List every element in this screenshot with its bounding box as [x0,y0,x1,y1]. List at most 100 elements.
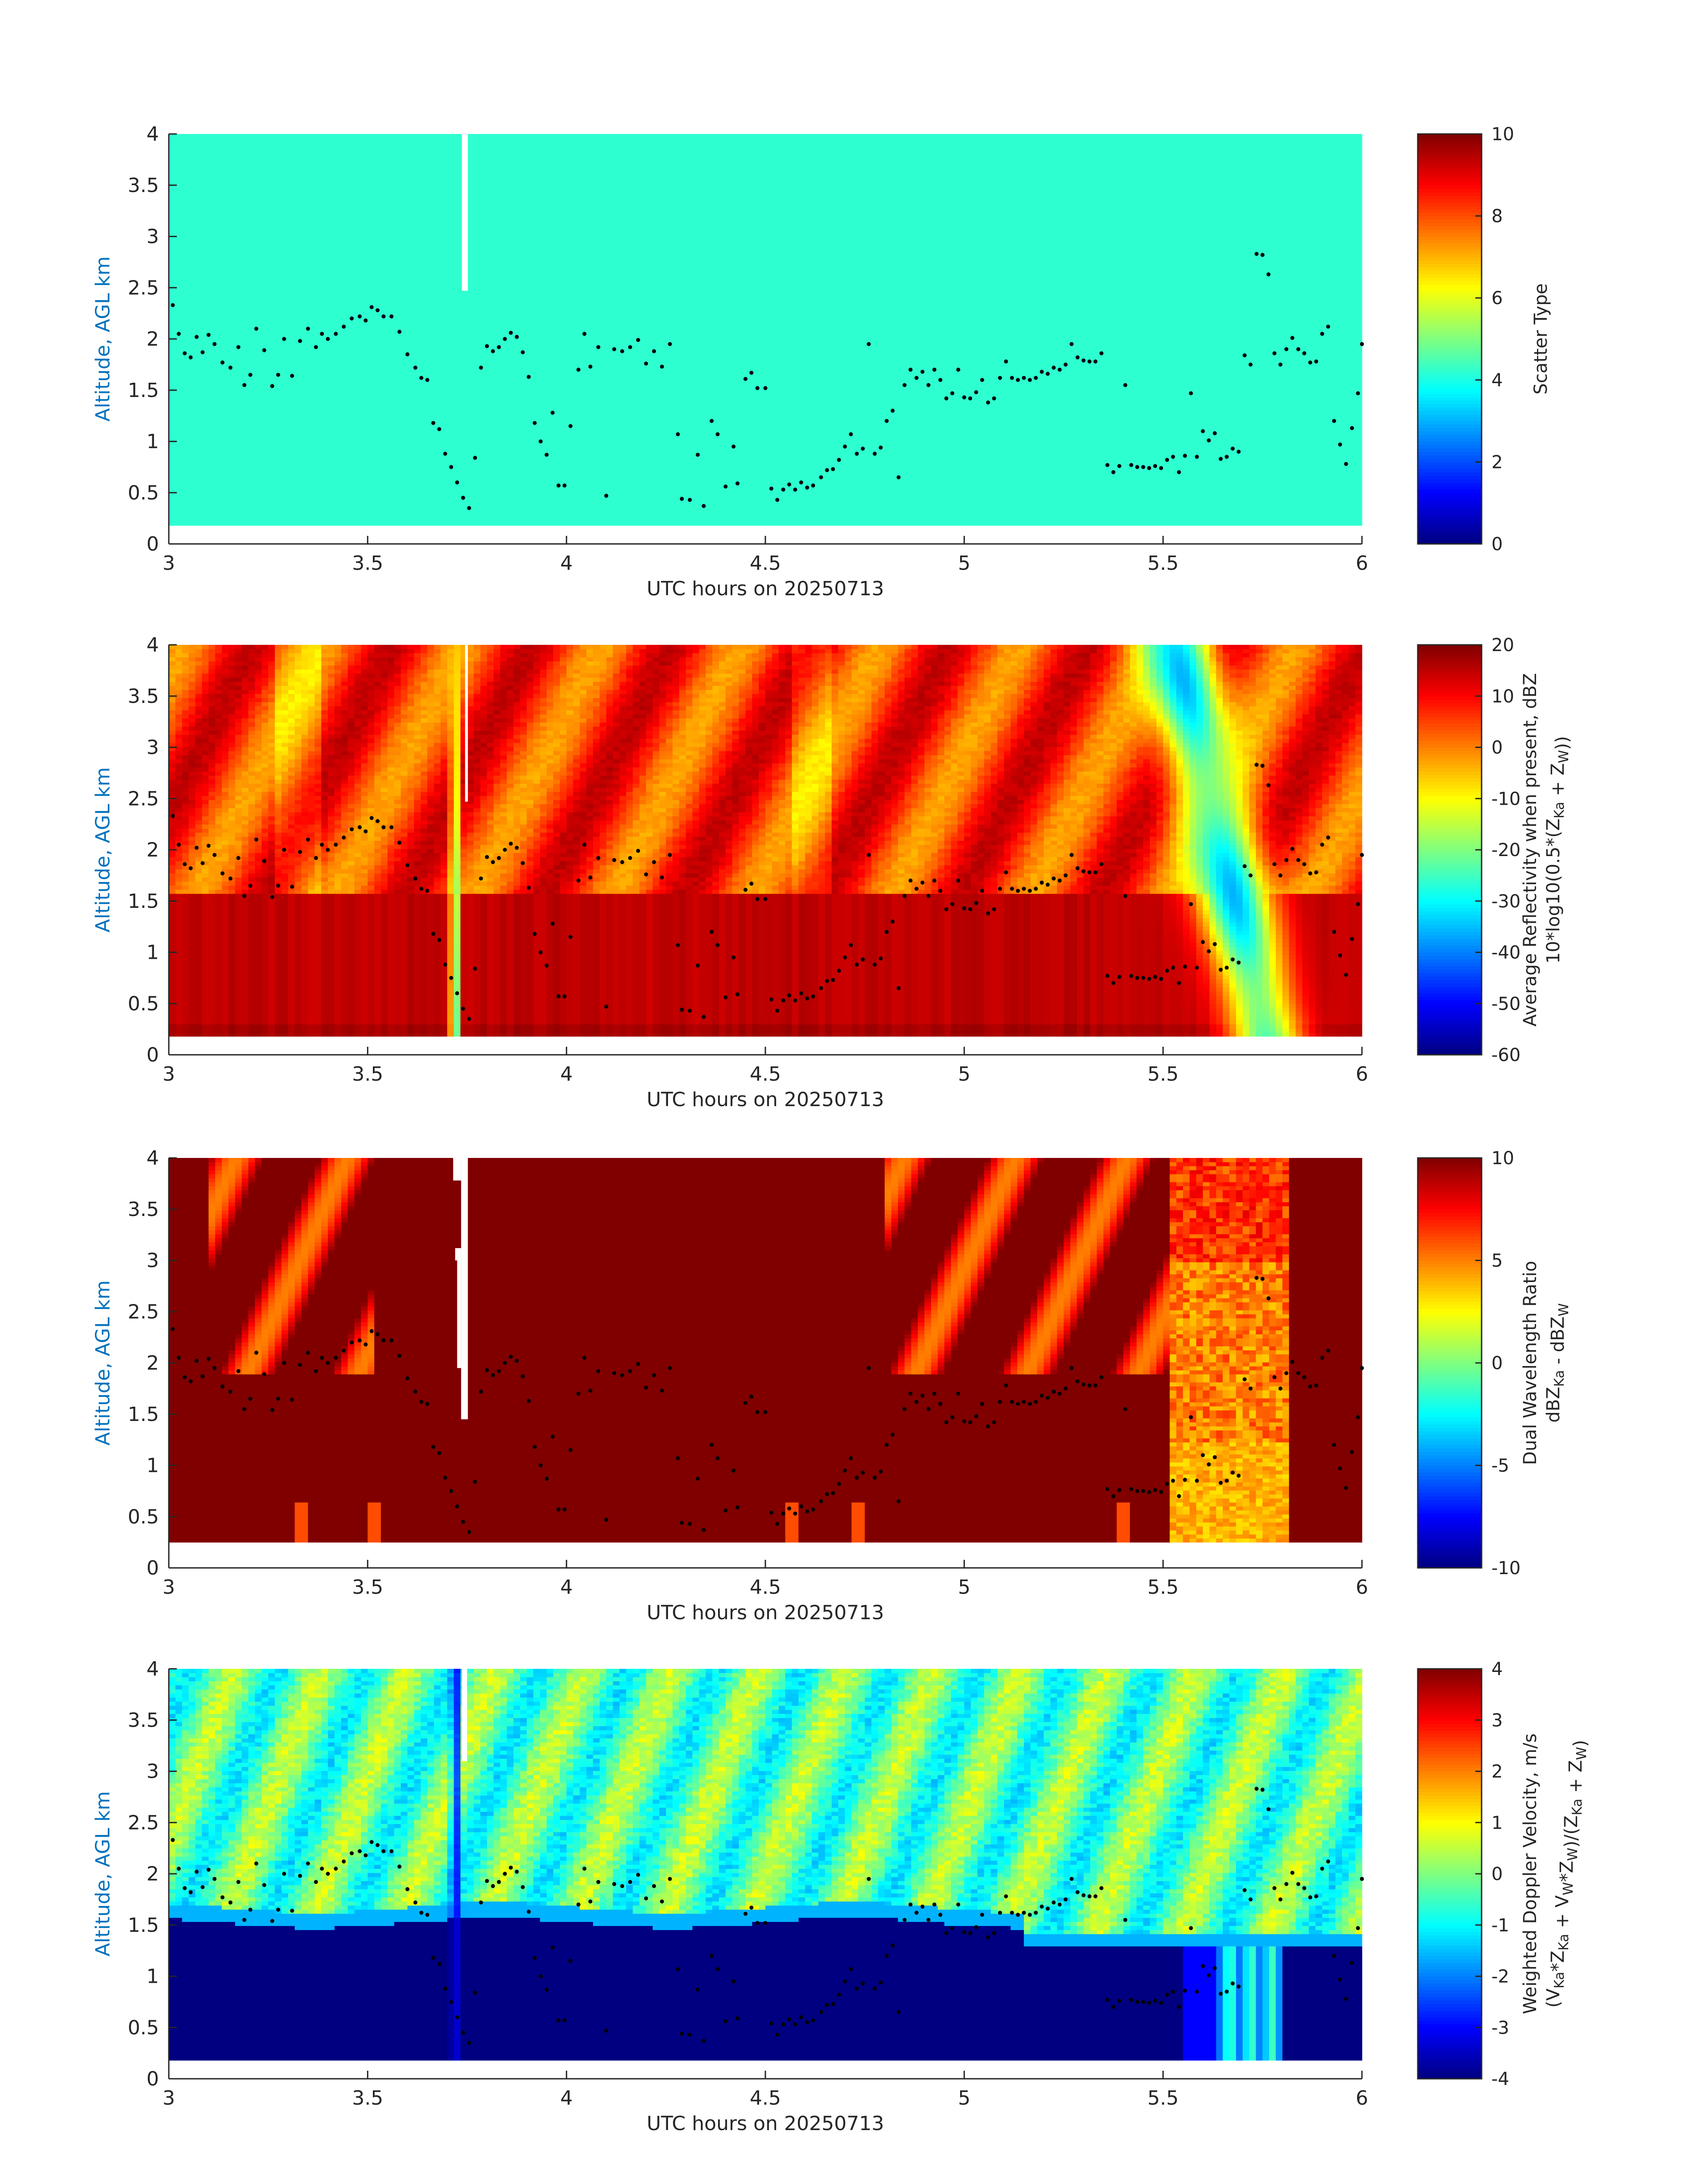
heatmap-cell [169,399,175,404]
heatmap-cell [235,203,242,208]
heatmap-cell [295,322,301,326]
heatmap-cell [255,244,262,249]
heatmap-cell [209,358,215,363]
heatmap-cell [262,423,268,428]
heatmap-cell [189,281,196,285]
heatmap-cell [242,203,248,208]
heatmap-cell [209,497,215,501]
heatmap-cell [229,313,235,318]
heatmap-cell [268,224,275,228]
heatmap-cell [215,387,222,391]
heatmap-cell [215,256,222,261]
heatmap-cell [301,460,308,465]
heatmap-cell [169,268,175,273]
heatmap-cell [295,134,301,138]
heatmap-cell [215,493,222,497]
heatmap-cell [255,183,262,188]
heatmap-cell [182,468,189,473]
heatmap-cell [195,195,202,200]
heatmap-cell [262,171,268,175]
heatmap-cell [202,309,209,314]
heatmap-cell [229,456,235,460]
heatmap-cell [209,199,215,204]
heatmap-cell [281,240,288,244]
heatmap-cell [248,505,255,510]
heatmap-cell [268,256,275,261]
heatmap-cell [175,350,182,355]
heatmap-cell [275,472,282,477]
heatmap-cell [235,387,242,391]
heatmap-cell [248,391,255,395]
heatmap-cell [242,236,248,240]
heatmap-cell [202,167,209,171]
heatmap-cell [189,171,196,175]
heatmap-cell [229,179,235,183]
heatmap-cell [301,375,308,379]
heatmap-cell [195,309,202,314]
heatmap-cell [222,297,229,301]
heatmap-cell [268,220,275,224]
heatmap-cell [229,440,235,444]
heatmap-cell [235,452,242,456]
heatmap-cell [189,436,196,440]
heatmap-cell [215,146,222,150]
heatmap-cell [215,313,222,318]
heatmap-cell [255,313,262,318]
heatmap-cell [175,362,182,367]
heatmap-cell [182,216,189,220]
heatmap-cell [288,167,295,171]
heatmap-cell [281,456,288,460]
heatmap-cell [235,411,242,416]
heatmap-cell [229,481,235,485]
heatmap-cell [275,485,282,489]
heatmap-cell [242,387,248,391]
heatmap-cell [175,155,182,159]
heatmap-cell [248,338,255,343]
heatmap-cell [288,285,295,289]
heatmap-cell [242,436,248,440]
heatmap-cell [175,411,182,416]
heatmap-cell [301,432,308,436]
heatmap-cell [268,468,275,473]
heatmap-cell [229,224,235,228]
heatmap-cell [195,456,202,460]
heatmap-cell [248,464,255,469]
heatmap-cell [175,220,182,224]
heatmap-cell [268,260,275,265]
heatmap-cell [268,289,275,293]
heatmap-cell [242,179,248,183]
heatmap-cell [295,485,301,489]
heatmap-cell [209,236,215,240]
heatmap-cell [189,448,196,452]
heatmap-cell [268,391,275,395]
heatmap-cell [189,252,196,257]
heatmap-cell [202,150,209,155]
heatmap-cell [288,505,295,510]
heatmap-cell [301,415,308,420]
heatmap-cell [248,199,255,204]
heatmap-cell [209,489,215,493]
heatmap-cell [275,183,282,188]
heatmap-cell [235,367,242,371]
heatmap-cell [268,195,275,200]
heatmap-cell [242,191,248,196]
heatmap-cell [175,309,182,314]
heatmap-cell [281,517,288,522]
heatmap-cell [262,407,268,412]
heatmap-cell [255,179,262,183]
heatmap-cell [295,428,301,432]
heatmap-cell [235,220,242,224]
heatmap-cell [182,522,189,526]
heatmap-cell [175,163,182,167]
heatmap-cell [189,403,196,408]
heatmap-cell [268,191,275,196]
heatmap-cell [295,375,301,379]
heatmap-cell [229,472,235,477]
heatmap-cell [189,313,196,318]
heatmap-cell [169,281,175,285]
heatmap-cell [175,456,182,460]
heatmap-cell [281,260,288,265]
heatmap-cell [229,216,235,220]
heatmap-cell [182,419,189,424]
heatmap-cell [248,134,255,138]
